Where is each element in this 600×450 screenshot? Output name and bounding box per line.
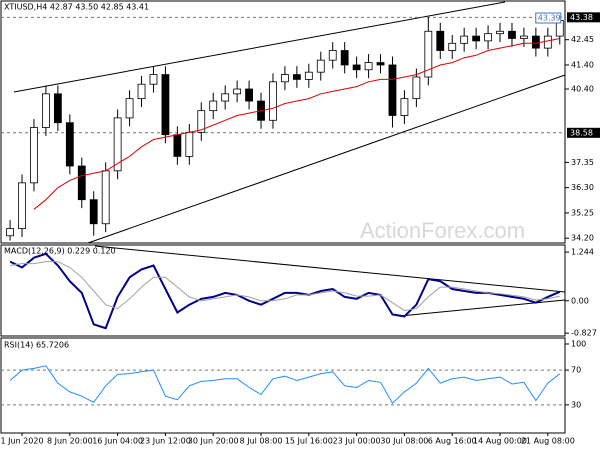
candle-body	[508, 30, 516, 39]
candle-body	[496, 30, 504, 35]
y-tick-label: 42.45	[571, 35, 594, 44]
candle-body	[233, 88, 242, 95]
level-label: 38.58	[570, 128, 593, 137]
rsi-panel	[0, 337, 566, 434]
candle-body	[340, 50, 349, 66]
candle-body	[113, 117, 122, 172]
candle-body	[18, 182, 26, 229]
candle-body	[161, 74, 170, 136]
annotation: 43.39	[538, 14, 561, 23]
price-panel	[0, 0, 566, 244]
candle-body	[531, 35, 540, 49]
macd-trendline-upper	[94, 245, 566, 293]
x-tick-label: 16 Jun 04:00	[92, 437, 143, 446]
candle-body	[77, 165, 86, 201]
y-tick-label: 37.35	[571, 158, 594, 167]
x-tick-label: 23 Jun 12:00	[140, 437, 191, 446]
rsi-title: RSI(14) 65.7206	[4, 341, 69, 350]
y-tick-label: 100	[571, 340, 586, 349]
candle-body	[53, 93, 62, 124]
x-tick-label: 30 Jul 08:00	[380, 437, 428, 446]
x-tick-label: 21 Aug 08:00	[521, 437, 575, 446]
x-tick-label: 15 Jul 16:00	[285, 437, 333, 446]
x-tick-label: 6 Aug 16:00	[428, 437, 477, 446]
candle-body	[281, 74, 289, 83]
x-tick-label: 14 Aug 00:00	[473, 437, 527, 446]
candle-body	[89, 199, 98, 225]
candle-body	[292, 74, 301, 80]
candle-body	[173, 134, 182, 157]
series-line	[9, 365, 561, 405]
x-tick-label: 8 Jun 20:00	[47, 437, 93, 446]
candle-body	[412, 76, 421, 100]
candle-body	[472, 35, 481, 42]
candle-body	[30, 127, 38, 184]
y-tick-label: 36.30	[571, 183, 594, 192]
y-tick-label: 35.25	[571, 208, 594, 217]
y-tick-label: 1.244	[571, 248, 594, 257]
candle-body	[185, 131, 194, 157]
candle-body	[388, 64, 397, 116]
moving-average	[33, 38, 560, 210]
candle-body	[269, 81, 277, 121]
candle-body	[304, 71, 313, 80]
candle-body	[543, 35, 552, 49]
annotation-box	[535, 12, 562, 24]
candle-body	[424, 30, 433, 78]
candle-body	[484, 33, 492, 42]
series-line	[10, 261, 560, 312]
y-tick-label: 70	[571, 366, 581, 375]
candle-body	[364, 62, 373, 71]
candle-body	[6, 228, 14, 237]
candle-body	[149, 74, 158, 85]
candle-body	[245, 88, 253, 102]
candle-body	[460, 35, 469, 44]
candle-body	[436, 30, 445, 51]
candle-body	[197, 110, 206, 133]
candle-body	[400, 98, 409, 116]
price-title: XTIUSD,H4 42.87 43.50 42.85 43.41	[4, 3, 149, 12]
y-tick-label: 41.40	[571, 60, 594, 69]
x-tick-label: 1 Jun 2020	[1, 437, 44, 446]
candle-body	[42, 93, 50, 128]
x-tick-label: 23 Jul 00:00	[333, 437, 381, 446]
level-label-box	[567, 127, 600, 138]
candle-body	[448, 42, 457, 51]
y-tick-label: 0.00	[571, 296, 589, 305]
level-label-box	[567, 12, 600, 23]
candle-body	[137, 83, 146, 100]
x-tick-label: 30 Jun 20:00	[188, 437, 239, 446]
macd-panel	[0, 244, 566, 337]
y-tick-label: 34.20	[571, 234, 594, 243]
x-tick-label: 8 Jul 08:00	[240, 437, 283, 446]
candle-body	[352, 64, 361, 71]
y-tick-label: 30	[571, 400, 581, 409]
candle-body	[316, 59, 325, 73]
channel-lower	[87, 74, 566, 244]
candle-body	[65, 122, 74, 167]
candle-body	[101, 170, 110, 225]
candle-body	[376, 62, 385, 66]
level-label: 43.38	[570, 13, 593, 22]
series-line	[9, 252, 561, 330]
macd-title: MACD(12,26,9) 0.229 0.120	[4, 247, 116, 256]
y-tick-label: 40.40	[571, 85, 594, 94]
candle-body	[520, 35, 528, 39]
candle-body	[221, 93, 230, 102]
watermark: ActionForex.com	[360, 218, 525, 243]
y-tick-label: -0.827	[571, 329, 597, 338]
candle-body	[209, 100, 218, 112]
candle-body	[125, 98, 134, 119]
candle-body	[328, 50, 337, 61]
